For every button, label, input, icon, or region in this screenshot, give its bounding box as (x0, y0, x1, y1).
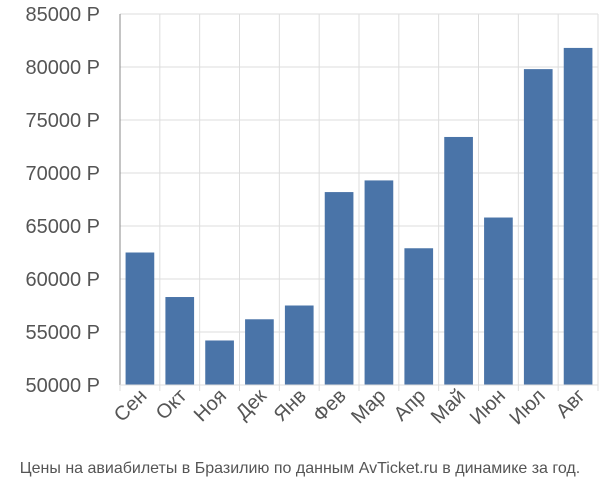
x-tick-label: Окт (152, 385, 191, 424)
bar-9 (444, 136, 473, 385)
bars (125, 47, 593, 386)
y-tick-label: 50000 Р (25, 375, 100, 397)
y-tick-label: 75000 Р (25, 110, 100, 132)
bar-3 (205, 340, 234, 385)
bar-11 (523, 69, 553, 386)
bar-6 (324, 192, 354, 385)
bar-8 (404, 248, 434, 385)
axes (119, 14, 598, 386)
x-tick-label: Ноя (190, 385, 231, 426)
y-tick-label: 80000 Р (25, 57, 100, 79)
x-tick-label: Июн (466, 385, 510, 429)
y-tick-label: 85000 Р (25, 4, 100, 26)
x-tick-label: Авг (552, 385, 590, 423)
y-tick-label: 60000 Р (25, 269, 100, 291)
bar-12 (563, 47, 593, 386)
x-tick-label: Янв (270, 385, 311, 426)
x-tick-label: Дек (232, 385, 271, 424)
bar-7 (364, 180, 394, 385)
x-tick-label: Май (427, 385, 470, 428)
x-tick-label: Апр (390, 385, 431, 426)
bar-5 (284, 305, 314, 385)
y-tick-label: 70000 Р (25, 163, 100, 185)
x-tick-label: Фев (309, 385, 351, 427)
bar-2 (165, 297, 195, 385)
bar-4 (245, 319, 274, 385)
x-tick-label: Июл (506, 385, 550, 429)
chart-caption: Цены на авиабилеты в Бразилию по данным … (19, 460, 581, 477)
x-tick-label: Мар (347, 385, 390, 428)
bar-10 (484, 217, 513, 385)
y-tick-labels: 50000 Р 55000 Р 60000 Р 65000 Р 70000 Р 75000… (25, 4, 100, 397)
grid-lines (119, 13, 599, 391)
x-tick-label: Сен (110, 385, 151, 426)
y-tick-label: 65000 Р (25, 216, 100, 238)
bar-1 (125, 252, 155, 385)
y-tick-label: 55000 Р (25, 322, 100, 344)
